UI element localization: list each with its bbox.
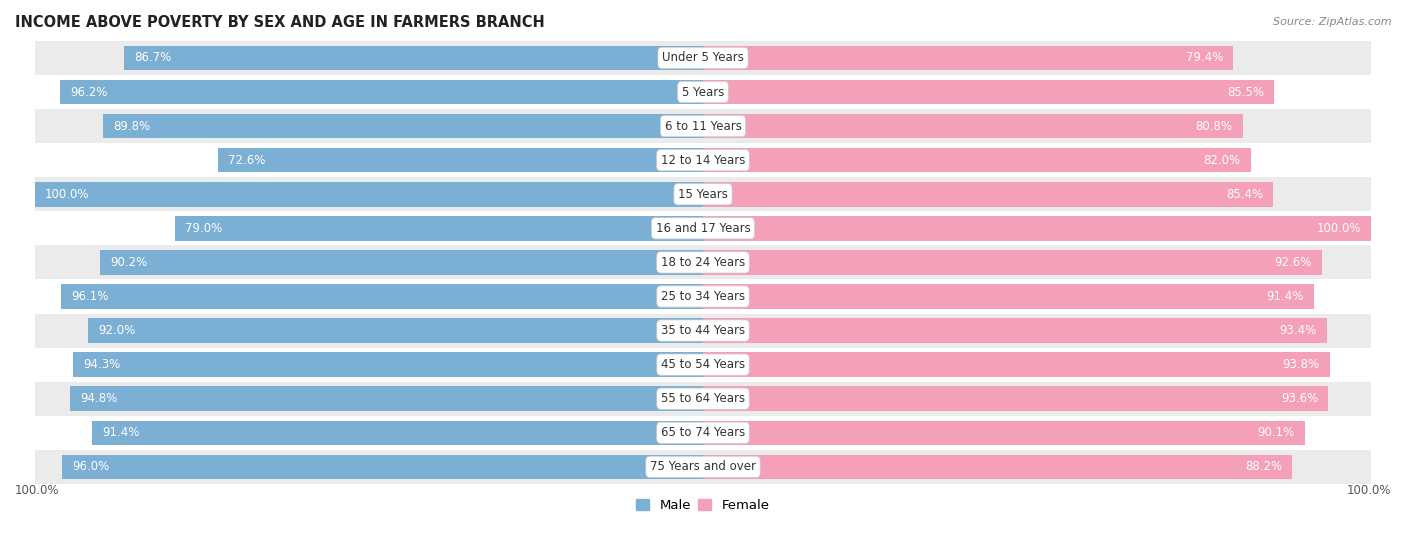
Bar	[35, 143, 1371, 177]
Bar	[89, 318, 703, 343]
Text: 88.2%: 88.2%	[1244, 461, 1282, 473]
Bar	[703, 250, 1322, 274]
Text: 5 Years: 5 Years	[682, 86, 724, 98]
Bar	[60, 284, 703, 309]
Text: 96.0%: 96.0%	[72, 461, 110, 473]
Bar	[218, 148, 703, 172]
Text: 93.6%: 93.6%	[1281, 392, 1319, 405]
Bar	[103, 114, 703, 139]
Text: 91.4%: 91.4%	[1267, 290, 1303, 303]
Bar	[35, 75, 1371, 109]
Text: 6 to 11 Years: 6 to 11 Years	[665, 120, 741, 132]
Text: 75 Years and over: 75 Years and over	[650, 461, 756, 473]
Bar	[703, 80, 1274, 105]
Bar	[35, 314, 1371, 348]
Text: 15 Years: 15 Years	[678, 188, 728, 201]
Text: INCOME ABOVE POVERTY BY SEX AND AGE IN FARMERS BRANCH: INCOME ABOVE POVERTY BY SEX AND AGE IN F…	[15, 15, 544, 30]
Bar	[703, 284, 1313, 309]
Bar	[703, 148, 1251, 172]
Bar	[93, 420, 703, 445]
Bar	[35, 109, 1371, 143]
Text: Under 5 Years: Under 5 Years	[662, 51, 744, 64]
Bar	[176, 216, 703, 240]
Bar	[60, 80, 703, 105]
Text: 96.2%: 96.2%	[70, 86, 108, 98]
Bar	[35, 211, 1371, 245]
Text: 90.2%: 90.2%	[111, 256, 148, 269]
Bar	[703, 454, 1292, 479]
Text: 89.8%: 89.8%	[114, 120, 150, 132]
Bar	[703, 420, 1305, 445]
Bar	[35, 416, 1371, 450]
Bar	[35, 182, 703, 206]
Text: 65 to 74 Years: 65 to 74 Years	[661, 427, 745, 439]
Bar	[124, 46, 703, 70]
Bar	[35, 41, 1371, 75]
Text: 72.6%: 72.6%	[228, 154, 266, 167]
Text: 93.4%: 93.4%	[1279, 324, 1317, 337]
Text: 100.0%: 100.0%	[1347, 484, 1391, 497]
Text: 94.3%: 94.3%	[83, 358, 121, 371]
Text: 12 to 14 Years: 12 to 14 Years	[661, 154, 745, 167]
Text: 45 to 54 Years: 45 to 54 Years	[661, 358, 745, 371]
Bar	[703, 114, 1243, 139]
Bar	[703, 46, 1233, 70]
Text: 18 to 24 Years: 18 to 24 Years	[661, 256, 745, 269]
Bar	[703, 182, 1274, 206]
Text: 85.4%: 85.4%	[1226, 188, 1264, 201]
Bar	[35, 245, 1371, 280]
Bar	[62, 454, 703, 479]
Text: 79.4%: 79.4%	[1187, 51, 1223, 64]
Bar	[70, 386, 703, 411]
Bar	[35, 348, 1371, 382]
Text: 92.6%: 92.6%	[1274, 256, 1312, 269]
Bar	[703, 352, 1330, 377]
Bar	[35, 177, 1371, 211]
Text: Source: ZipAtlas.com: Source: ZipAtlas.com	[1274, 17, 1392, 27]
Bar	[35, 450, 1371, 484]
Bar	[35, 280, 1371, 314]
Text: 93.8%: 93.8%	[1282, 358, 1319, 371]
Text: 79.0%: 79.0%	[186, 222, 222, 235]
Text: 100.0%: 100.0%	[15, 484, 59, 497]
Text: 80.8%: 80.8%	[1195, 120, 1233, 132]
Text: 85.5%: 85.5%	[1227, 86, 1264, 98]
Bar	[703, 318, 1327, 343]
Text: 35 to 44 Years: 35 to 44 Years	[661, 324, 745, 337]
Text: 55 to 64 Years: 55 to 64 Years	[661, 392, 745, 405]
Bar	[35, 382, 1371, 416]
Text: 100.0%: 100.0%	[45, 188, 90, 201]
Legend: Male, Female: Male, Female	[631, 494, 775, 517]
Text: 16 and 17 Years: 16 and 17 Years	[655, 222, 751, 235]
Text: 86.7%: 86.7%	[134, 51, 172, 64]
Text: 94.8%: 94.8%	[80, 392, 117, 405]
Text: 91.4%: 91.4%	[103, 427, 139, 439]
Bar	[703, 386, 1329, 411]
Text: 100.0%: 100.0%	[1316, 222, 1361, 235]
Text: 82.0%: 82.0%	[1204, 154, 1240, 167]
Text: 96.1%: 96.1%	[72, 290, 108, 303]
Text: 90.1%: 90.1%	[1257, 427, 1295, 439]
Text: 92.0%: 92.0%	[98, 324, 136, 337]
Bar	[73, 352, 703, 377]
Bar	[703, 216, 1371, 240]
Bar	[100, 250, 703, 274]
Text: 25 to 34 Years: 25 to 34 Years	[661, 290, 745, 303]
